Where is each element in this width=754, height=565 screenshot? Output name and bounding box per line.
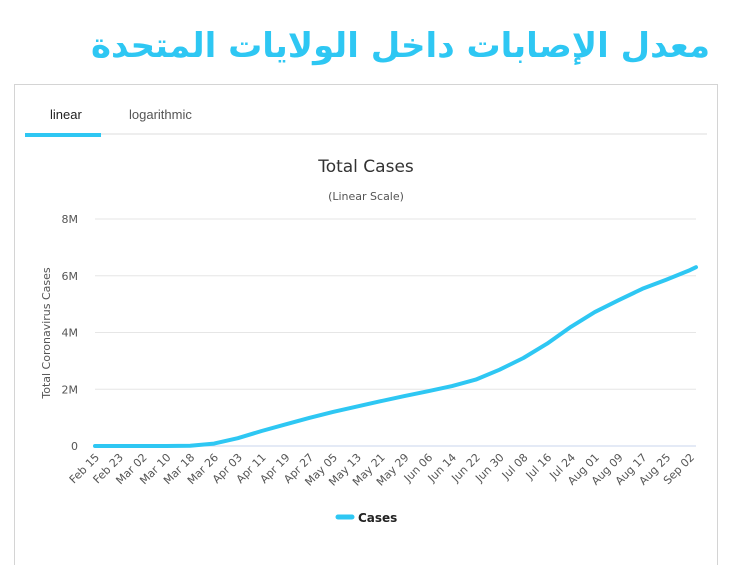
tab-linear[interactable]: linear: [50, 107, 82, 122]
chart-card: linear logarithmic: [14, 84, 718, 565]
chart-subtitle: (Linear Scale): [328, 190, 404, 203]
chart-title: Total Cases: [317, 157, 414, 177]
active-tab-indicator: [25, 133, 101, 137]
legend-item-cases[interactable]: Cases: [335, 511, 397, 525]
y-tick-label: 8M: [62, 213, 79, 226]
y-tick-label: 0: [71, 440, 78, 453]
y-tick-label: 2M: [62, 383, 79, 396]
legend-label: Cases: [358, 511, 397, 525]
x-tick-label: Jul 08: [499, 451, 531, 483]
x-tick-label: Jul 16: [523, 451, 555, 483]
page-title: معدل الإصابات داخل الولايات المتحدة: [90, 26, 710, 66]
y-tick-label: 6M: [62, 270, 79, 283]
series-line-cases: [93, 265, 698, 448]
scale-tabs: linear logarithmic: [25, 85, 707, 137]
cases-chart: Total Cases (Linear Scale) Total Coronav…: [40, 157, 698, 525]
y-tick-label: 4M: [62, 327, 79, 340]
tab-logarithmic[interactable]: logarithmic: [129, 107, 192, 122]
y-axis-label: Total Coronavirus Cases: [40, 267, 53, 400]
